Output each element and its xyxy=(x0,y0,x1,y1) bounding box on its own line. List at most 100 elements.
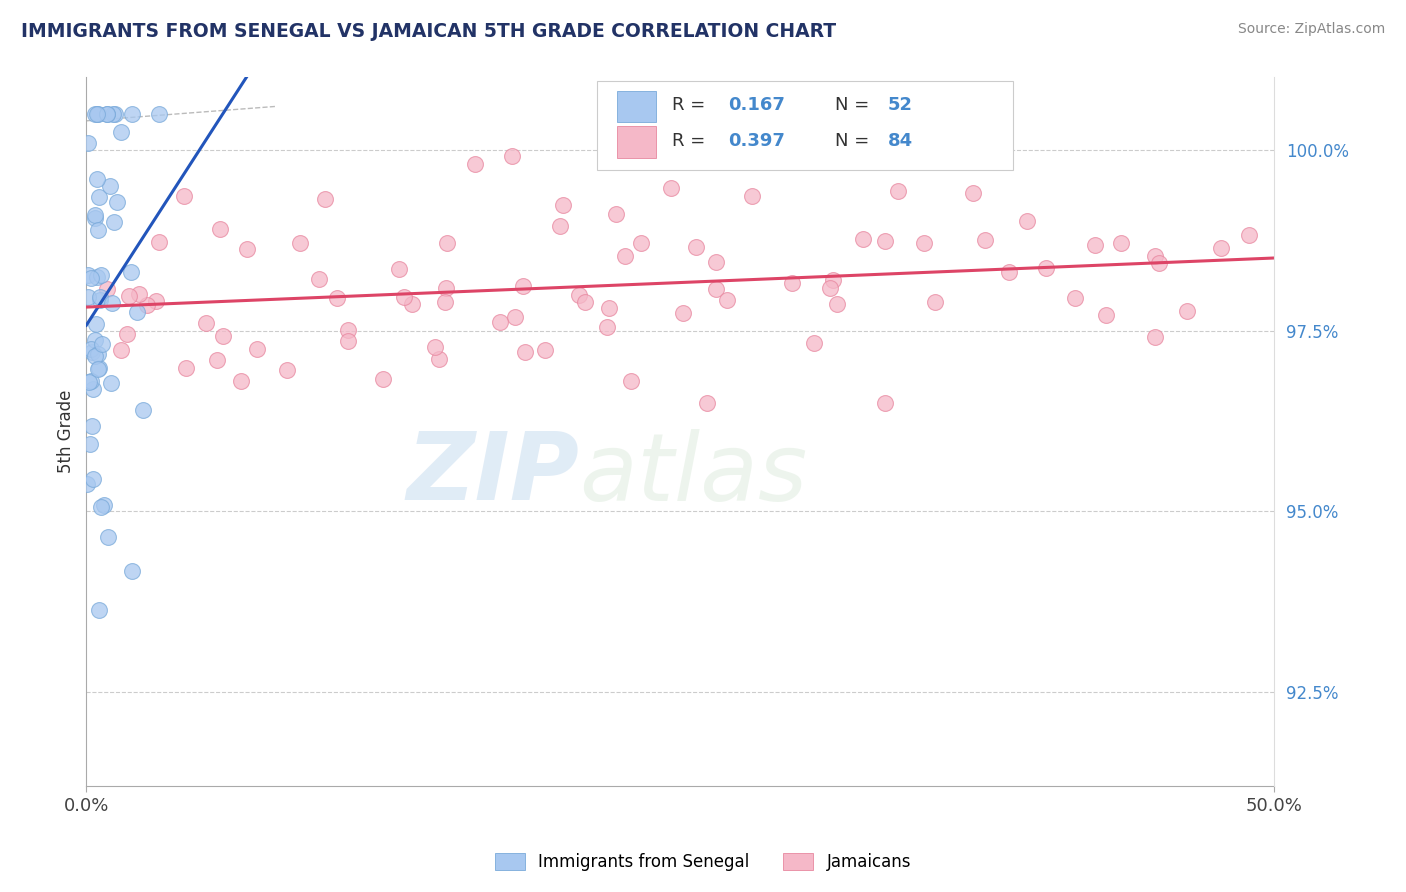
Text: 0.167: 0.167 xyxy=(728,96,785,114)
Point xyxy=(120,265,142,279)
Point xyxy=(716,293,738,307)
Point xyxy=(173,189,195,203)
Point xyxy=(924,294,946,309)
Point xyxy=(87,222,110,236)
Point xyxy=(195,316,218,330)
Point xyxy=(1144,330,1167,344)
Point xyxy=(84,349,107,363)
Point xyxy=(548,219,571,234)
Y-axis label: 5th Grade: 5th Grade xyxy=(58,390,75,474)
Point xyxy=(912,236,935,251)
Point xyxy=(105,195,128,210)
Point xyxy=(145,293,167,308)
Point xyxy=(96,106,118,120)
Point xyxy=(574,295,596,310)
Point xyxy=(394,290,416,304)
Point xyxy=(436,235,458,250)
Point xyxy=(148,106,170,120)
Text: IMMIGRANTS FROM SENEGAL VS JAMAICAN 5TH GRADE CORRELATION CHART: IMMIGRANTS FROM SENEGAL VS JAMAICAN 5TH … xyxy=(21,22,837,41)
Point xyxy=(371,372,394,386)
Point xyxy=(704,255,727,269)
Text: atlas: atlas xyxy=(579,429,807,520)
Point xyxy=(127,304,149,318)
Point xyxy=(1015,213,1038,227)
Point xyxy=(464,156,486,170)
Point xyxy=(101,296,124,310)
Point xyxy=(83,106,105,120)
Point xyxy=(93,498,115,512)
Point xyxy=(513,345,536,359)
Point xyxy=(82,383,104,397)
Point xyxy=(534,343,557,357)
Point xyxy=(101,106,124,120)
Point xyxy=(128,286,150,301)
Point xyxy=(1143,249,1166,263)
Point xyxy=(205,352,228,367)
Point xyxy=(121,106,143,120)
Point xyxy=(76,477,98,491)
Point xyxy=(780,276,803,290)
Point xyxy=(659,180,682,194)
Point xyxy=(501,149,523,163)
Point xyxy=(1147,256,1170,270)
Point xyxy=(1237,228,1260,243)
Text: R =: R = xyxy=(672,96,704,114)
Point xyxy=(596,320,619,334)
Point xyxy=(962,186,984,201)
FancyBboxPatch shape xyxy=(598,81,1012,169)
Point xyxy=(336,334,359,348)
Point xyxy=(1035,260,1057,275)
Point xyxy=(488,315,510,329)
Point xyxy=(90,268,112,283)
Point xyxy=(110,343,132,358)
Point xyxy=(87,362,110,376)
Point xyxy=(96,282,118,296)
Point xyxy=(229,374,252,388)
Point xyxy=(76,290,98,304)
Point xyxy=(110,124,132,138)
Point xyxy=(1209,240,1232,254)
Point xyxy=(423,341,446,355)
Point xyxy=(86,172,108,186)
Point xyxy=(388,261,411,276)
Point xyxy=(598,301,620,316)
Point xyxy=(1095,309,1118,323)
Point xyxy=(503,310,526,324)
Point xyxy=(974,233,997,247)
Point xyxy=(672,306,695,320)
Point xyxy=(80,374,103,388)
Point xyxy=(96,106,118,120)
Point xyxy=(89,290,111,304)
Point xyxy=(1084,238,1107,252)
Point xyxy=(741,189,763,203)
Legend: Immigrants from Senegal, Jamaicans: Immigrants from Senegal, Jamaicans xyxy=(486,845,920,880)
Text: 52: 52 xyxy=(889,96,912,114)
FancyBboxPatch shape xyxy=(617,91,657,122)
Point xyxy=(1175,304,1198,318)
Point xyxy=(76,136,98,150)
Point xyxy=(104,106,127,120)
Point xyxy=(605,207,627,221)
Point xyxy=(852,232,875,246)
Point xyxy=(873,234,896,248)
Point xyxy=(87,190,110,204)
Point xyxy=(337,323,360,337)
Point xyxy=(512,278,534,293)
Point xyxy=(433,295,456,310)
Point xyxy=(630,235,652,250)
Text: R =: R = xyxy=(672,131,704,150)
Point xyxy=(314,192,336,206)
Point xyxy=(246,342,269,356)
Point xyxy=(276,362,298,376)
Point xyxy=(90,500,112,514)
Point xyxy=(79,437,101,451)
Point xyxy=(86,106,108,120)
Point xyxy=(825,297,848,311)
Point xyxy=(1109,236,1132,251)
Point xyxy=(685,240,707,254)
Point xyxy=(620,374,643,388)
Point xyxy=(568,288,591,302)
Point xyxy=(803,336,825,351)
Point xyxy=(132,403,155,417)
Point xyxy=(553,198,575,212)
